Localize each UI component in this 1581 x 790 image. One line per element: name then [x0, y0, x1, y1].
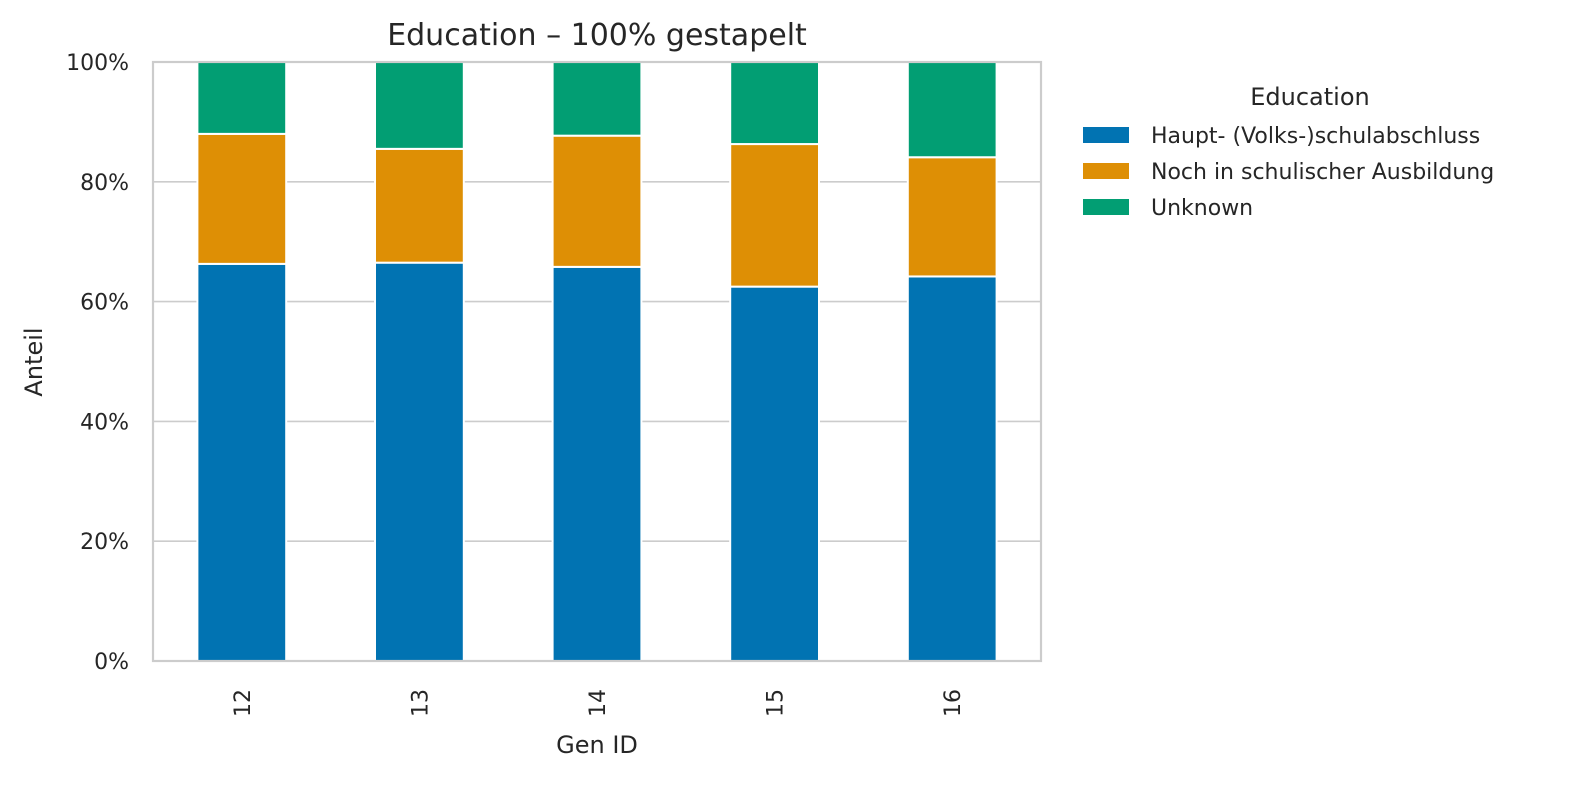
y-tick-label: 80% — [80, 171, 129, 196]
y-tick-label: 100% — [66, 51, 129, 76]
plot-frame — [151, 60, 1043, 663]
y-tick-label: 40% — [80, 410, 129, 435]
y-tick-label: 0% — [94, 650, 129, 675]
bar-segment-15-s2 — [729, 61, 821, 146]
bar-segment-13-s0 — [374, 261, 465, 662]
bar-segment-15-s1 — [729, 143, 821, 288]
x-axis-label: Gen ID — [556, 731, 638, 759]
legend: Haupt- (Volks-)schulabschluss Noch in sch… — [1083, 124, 1494, 221]
x-tick-label: 13 — [408, 689, 433, 717]
bar-segment-15-s0 — [729, 285, 821, 662]
bar-segment-16-s2 — [906, 61, 998, 159]
legend-swatch — [1083, 199, 1129, 215]
axes: 0% 20% 40% 60% 80% 100% 12 13 14 15 16 — [66, 51, 1043, 717]
x-tick-label: 16 — [941, 689, 966, 717]
bars — [196, 61, 998, 662]
legend-label: Haupt- (Volks-)schulabschluss — [1151, 124, 1480, 149]
legend-label: Noch in schulischer Ausbildung — [1151, 160, 1494, 185]
bar-segment-12-s0 — [196, 262, 288, 662]
bar-segment-13-s2 — [374, 61, 465, 150]
bar-segment-12-s1 — [196, 132, 288, 265]
legend-swatch — [1083, 127, 1129, 143]
bar-segment-14-s2 — [551, 61, 643, 137]
y-tick-label: 60% — [80, 291, 129, 316]
x-tick-label: 15 — [764, 689, 789, 717]
bar-segment-13-s1 — [374, 147, 465, 264]
legend-swatch — [1083, 163, 1129, 179]
y-axis-label: Anteil — [20, 327, 48, 396]
bar-segment-16-s1 — [906, 156, 998, 278]
chart-title: Education – 100% gestapelt — [387, 18, 807, 53]
x-tick-label: 12 — [231, 689, 256, 717]
legend-label: Unknown — [1151, 196, 1253, 221]
y-tick-label: 20% — [80, 530, 129, 555]
bar-segment-14-s0 — [551, 265, 643, 662]
x-tick-label: 14 — [586, 689, 611, 717]
bar-segment-12-s2 — [196, 61, 288, 135]
bar-segment-14-s1 — [551, 134, 643, 268]
legend-title: Education — [1250, 83, 1369, 111]
bar-segment-16-s0 — [906, 275, 998, 662]
